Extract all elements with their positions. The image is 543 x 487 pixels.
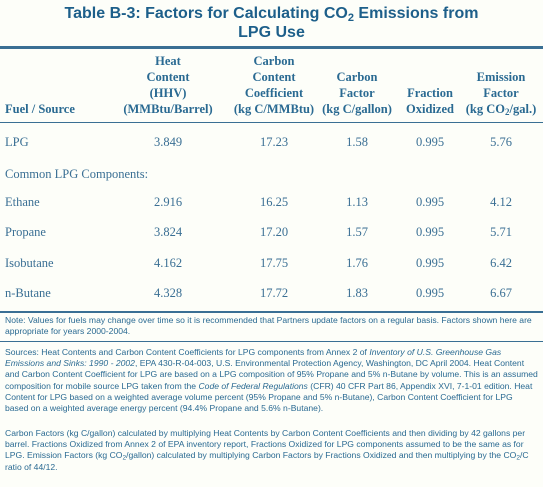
row-carbon-factor: 1.57 [346,225,368,239]
header-line: (kg C/gallon) [322,102,392,116]
row-fraction: 0.995 [415,135,445,149]
row-emission: 4.12 [490,195,512,209]
row-carbon-content: 16.25 [259,195,289,209]
header-fuel-source: Fuel / Source [5,102,75,116]
row-source: Ethane [5,195,40,209]
header-line: Content [146,70,190,84]
row-fraction: 0.995 [415,286,445,300]
note-text: Note: Values for fuels may change over t… [5,315,532,337]
row-emission: 5.71 [490,225,512,239]
header-carbon-content: Carbon Content Coefficient (kg C/MMBtu) [225,53,323,117]
row-heat: 4.328 [153,286,183,300]
table-bottom-rule [0,311,543,313]
header-rule [0,122,543,123]
factors-paragraph: Carbon Factors (kg C/gallon) calculated … [5,428,538,473]
header-line: Factor [483,86,519,100]
factors-subscript: 2 [122,454,127,462]
sources-italic-title: Inventory of U.S. Greenhouse Gas Emissio… [5,347,502,369]
row-carbon-content: 17.72 [259,286,289,300]
header-carbon-factor: Carbon Factor (kg C/gallon) [316,69,398,117]
header-line: (HHV) [149,86,187,100]
row-carbon-factor: 1.13 [346,195,368,209]
header-heat-content: Heat Content (HHV) (MMBtu/Barrel) [113,53,223,117]
row-source: LPG [5,135,29,149]
row-heat: 3.849 [153,135,183,149]
row-heat: 4.162 [153,256,183,270]
factors-subscript: 2 [516,454,520,462]
header-unit-subscript: 2 [505,107,510,117]
note-paragraph: Note: Values for fuels may change over t… [5,315,538,337]
row-heat: 3.824 [153,225,183,239]
sources-text: (CFR) 40 CFR Part 86, Appendix XVI, 7-1-… [5,380,533,414]
title-text-end: Emissions from [353,5,479,22]
header-line: Oxidized [406,102,454,116]
row-fraction: 0.995 [415,195,445,209]
header-line: (kg C/MMBtu) [233,102,315,116]
section-label: Common LPG Components: [5,167,149,181]
row-emission: 6.67 [490,286,512,300]
row-fraction: 0.995 [415,256,445,270]
title-line-2: LPG Use [238,24,305,41]
row-emission: 5.76 [490,135,512,149]
row-source: Isobutane [5,256,54,270]
row-source: n-Butane [5,286,51,300]
factors-text: /C ratio of 44/12. [5,450,529,472]
header-emission-factor: Emission Factor (kg CO2/gal.) [460,69,542,117]
header-line: Emission [476,70,526,84]
row-source: Propane [5,225,46,239]
header-line: (MMBtu/Barrel) [123,102,213,116]
sources-paragraph: Sources: Heat Contents and Carbon Conten… [5,347,538,414]
title-rule [0,46,543,49]
row-carbon-content: 17.20 [259,225,289,239]
row-carbon-content: 17.75 [259,256,289,270]
header-line: Factor [339,86,375,100]
row-fraction: 0.995 [415,225,445,239]
row-carbon-content: 17.23 [259,135,289,149]
sources-text: , EPA 430-R-04-003, U.S. Environmental P… [5,358,538,391]
sources-italic-cfr: Code of Federal Regulations [198,380,308,391]
factors-text: Carbon Factors (kg C/gallon) calculated … [5,428,526,461]
factors-text: /gallon) calculated by multiplying Carbo… [126,450,517,461]
header-line: Carbon [253,54,295,68]
row-carbon-factor: 1.83 [346,286,368,300]
sources-text: Sources: Heat Contents and Carbon Conten… [5,347,370,357]
header-line: (kg CO2/gal.) [460,101,542,117]
row-emission: 6.42 [490,256,512,270]
row-carbon-factor: 1.58 [346,135,368,149]
header-line: Heat [155,54,181,68]
notes-rule [0,341,543,342]
header-unit-end: /gal.) [509,102,537,116]
header-line: Carbon [336,70,378,84]
title-line-1: Table B-3: Factors for Calculating CO2 E… [0,4,543,24]
table-title: Table B-3: Factors for Calculating CO2 E… [0,4,543,42]
row-heat: 2.916 [153,195,183,209]
title-subscript: 2 [347,12,354,24]
row-carbon-factor: 1.76 [346,256,368,270]
header-fraction-oxidized: Fraction Oxidized [400,85,460,117]
header-line: Fraction [407,86,453,100]
header-line: Coefficient [244,86,304,100]
header-unit: (kg CO [465,102,505,116]
title-text: Table B-3: Factors for Calculating CO [64,5,348,22]
header-line: Content [252,70,296,84]
